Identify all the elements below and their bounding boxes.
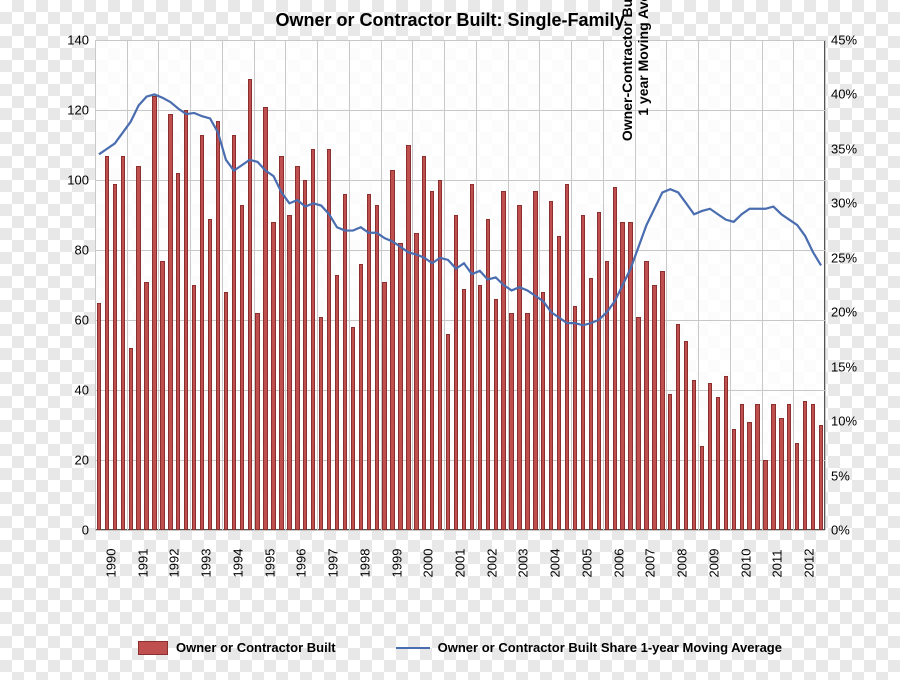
legend: Owner or Contractor Built Owner or Contr… <box>95 640 825 655</box>
x-tick: 2002 <box>484 549 499 578</box>
x-tick: 1995 <box>262 549 277 578</box>
y-left-tick: 120 <box>55 103 89 118</box>
y-right-tick: 5% <box>831 468 850 483</box>
x-tick: 2009 <box>706 549 721 578</box>
legend-swatch-bar <box>138 641 168 655</box>
y-right-tick: 30% <box>831 196 857 211</box>
x-tick: 2007 <box>643 549 658 578</box>
x-tick: 1999 <box>389 549 404 578</box>
y-right-axis-label: Owner-Contractor Built Share:1 year Movi… <box>619 0 651 285</box>
x-tick: 1998 <box>357 549 372 578</box>
legend-label-bars: Owner or Contractor Built <box>176 640 336 655</box>
y-left-tick: 80 <box>55 243 89 258</box>
x-tick: 2005 <box>579 549 594 578</box>
y-left-tick: 100 <box>55 173 89 188</box>
x-tick: 2004 <box>548 549 563 578</box>
x-tick: 2000 <box>421 549 436 578</box>
x-tick: 2003 <box>516 549 531 578</box>
x-tick: 1997 <box>326 549 341 578</box>
x-tick: 1993 <box>199 549 214 578</box>
x-tick: 1996 <box>294 549 309 578</box>
y-right-tick: 35% <box>831 141 857 156</box>
y-right-tick: 40% <box>831 87 857 102</box>
line-layer <box>95 40 825 530</box>
x-tick: 1992 <box>167 549 182 578</box>
gridline-h <box>95 530 825 531</box>
x-tick: 2011 <box>770 550 785 578</box>
legend-swatch-line <box>396 647 430 649</box>
chart-container: Owner or Contractor Built: Single-Family… <box>0 0 900 680</box>
chart-title: Owner or Contractor Built: Single-Family <box>0 10 900 31</box>
x-tick: 2010 <box>738 549 753 578</box>
gridline-v <box>825 40 826 530</box>
x-tick: 1991 <box>135 549 150 578</box>
y-right-tick: 45% <box>831 33 857 48</box>
y-right-tick: 15% <box>831 359 857 374</box>
plot-area <box>95 40 825 530</box>
x-tick: 1990 <box>103 549 118 578</box>
x-tick: 1994 <box>230 549 245 578</box>
y-right-tick: 25% <box>831 250 857 265</box>
x-tick: 2001 <box>453 549 468 578</box>
y-left-tick: 20 <box>55 453 89 468</box>
y-right-tick: 20% <box>831 305 857 320</box>
legend-item-line: Owner or Contractor Built Share 1-year M… <box>396 640 782 655</box>
x-tick: 2008 <box>675 549 690 578</box>
x-tick: 2012 <box>802 549 817 578</box>
y-right-tick: 0% <box>831 523 850 538</box>
legend-label-line: Owner or Contractor Built Share 1-year M… <box>438 640 782 655</box>
y-right-tick: 10% <box>831 414 857 429</box>
x-tick: 2006 <box>611 549 626 578</box>
legend-item-bars: Owner or Contractor Built <box>138 640 336 655</box>
y-left-tick: 60 <box>55 313 89 328</box>
y-left-tick: 0 <box>55 523 89 538</box>
y-left-tick: 40 <box>55 383 89 398</box>
share-line <box>99 94 821 325</box>
y-left-tick: 140 <box>55 33 89 48</box>
